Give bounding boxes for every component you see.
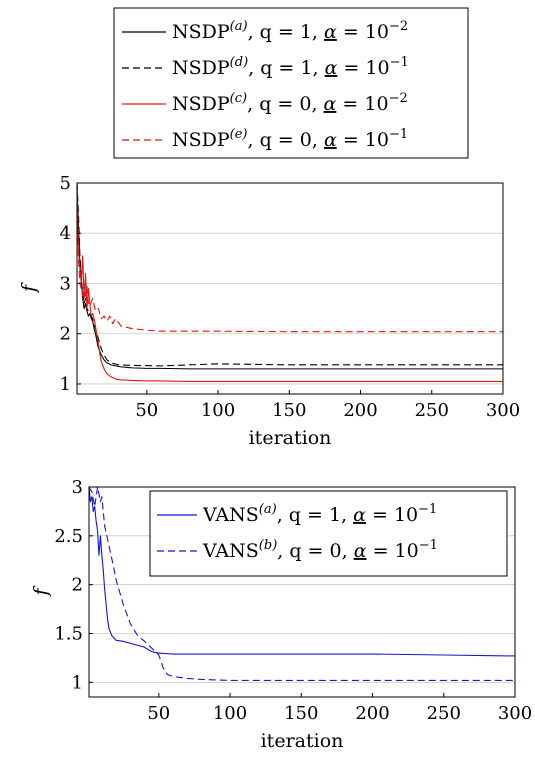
series-group — [76, 182, 503, 382]
legend-sup-part: (b) — [259, 538, 277, 553]
legend-eq-part: = 10 — [337, 57, 389, 79]
plot-frame — [88, 486, 516, 698]
y-axis-label: f — [30, 586, 52, 598]
legend-eq-part: = 10 — [337, 129, 389, 151]
y-tick-label: 1.5 — [54, 624, 83, 645]
legend-base-part: NSDP — [172, 21, 230, 43]
legend-entry: NSDP(e), q = 0, α = 10−1 — [122, 127, 408, 151]
legend-entry: NSDP(c), q = 0, α = 10−2 — [122, 91, 408, 115]
legend-label: NSDP(c), q = 0, α = 10−2 — [172, 91, 408, 115]
y-tick-label: 2.5 — [54, 526, 83, 547]
legend-exp-part: −2 — [389, 19, 408, 34]
chart-nsdp: 1 2 3 4 5 50 100 150 200 250 300 iteration f — [18, 173, 520, 449]
x-tick-label: 150 — [284, 703, 318, 724]
legend-label: NSDP(e), q = 0, α = 10−1 — [172, 127, 408, 151]
legend-sup-part: (c) — [230, 91, 247, 106]
legend-label: VANS(a), q = 1, α = 10−1 — [202, 502, 437, 526]
legend-alpha-part: α — [324, 93, 337, 115]
legend-exp-part: −1 — [419, 538, 438, 553]
series-group — [88, 486, 516, 681]
x-tick-label: 50 — [147, 703, 170, 724]
legend-sup-part: (a) — [230, 19, 248, 34]
legend-entry: VANS(b), q = 0, α = 10−1 — [157, 538, 438, 562]
legend-rest-part: , q = 1, — [248, 21, 324, 43]
legend-alpha-part: α — [325, 57, 338, 79]
legend-eq-part: = 10 — [337, 21, 389, 43]
y-tick-label: 2 — [60, 324, 71, 345]
legend-base-part: NSDP — [172, 93, 230, 115]
legend-sup-part: (a) — [259, 502, 277, 517]
legend-exp-part: −2 — [389, 91, 408, 106]
y-tick-label: 2 — [72, 575, 83, 596]
plot-frame — [76, 182, 504, 395]
x-tick-label: 300 — [498, 703, 532, 724]
y-tick-label: 1 — [60, 374, 71, 395]
x-axis-label: iteration — [249, 427, 332, 449]
series-line — [88, 486, 515, 681]
legend-alpha-part: α — [324, 129, 337, 151]
legend-eq-part: = 10 — [367, 540, 419, 562]
tick-labels: 1 2 3 4 5 50 100 150 200 250 300 — [60, 173, 521, 421]
series-line — [76, 182, 503, 382]
x-tick-label: 200 — [343, 400, 377, 421]
x-tick-label: 250 — [415, 400, 449, 421]
x-tick-label: 250 — [427, 703, 461, 724]
series-line — [88, 486, 516, 657]
x-tick-label: 50 — [135, 400, 158, 421]
legend-alpha-part: α — [353, 504, 366, 526]
legend-exp-part: −1 — [418, 502, 437, 517]
x-axis-label: iteration — [261, 730, 344, 752]
legend-entry: NSDP(a), q = 1, α = 10−2 — [122, 19, 408, 43]
legend-entry: VANS(a), q = 1, α = 10−1 — [157, 502, 437, 526]
legend-rest-part: , q = 0, — [248, 129, 324, 151]
legend-label: NSDP(a), q = 1, α = 10−2 — [172, 19, 408, 43]
y-tick-label: 3 — [60, 273, 71, 294]
legend-base-part: NSDP — [172, 129, 230, 151]
legend-rest-part: , q = 0, — [247, 93, 323, 115]
legend-label: VANS(b), q = 0, α = 10−1 — [202, 538, 438, 562]
legend-rest-part: , q = 1, — [248, 57, 324, 79]
x-tick-label: 100 — [201, 400, 235, 421]
x-tick-label: 300 — [486, 400, 520, 421]
y-tick-label: 3 — [72, 477, 83, 498]
x-tick-label: 100 — [213, 703, 247, 724]
series-line — [76, 187, 503, 370]
legend-base-part: VANS — [202, 504, 259, 526]
y-axis-label: f — [18, 282, 40, 294]
legend-sup-part: (e) — [230, 127, 248, 142]
series-line — [76, 182, 503, 367]
grid-lines — [77, 182, 503, 385]
y-tick-label: 5 — [60, 173, 71, 194]
y-tick-label: 1 — [72, 672, 83, 693]
legend-eq-part: = 10 — [336, 93, 388, 115]
legend-alpha-part: α — [354, 540, 367, 562]
legend-entry: NSDP(d), q = 1, α = 10−1 — [122, 55, 409, 79]
legend-exp-part: −1 — [390, 55, 409, 70]
legend-alpha-part: α — [324, 21, 337, 43]
legend-base-part: VANS — [202, 540, 259, 562]
legend-base-part: NSDP — [172, 57, 230, 79]
legend-eq-part: = 10 — [366, 504, 418, 526]
tick-labels: 1 1.5 2 2.5 3 50 100 150 200 250 300 — [54, 477, 532, 724]
legend-rest-part: , q = 0, — [277, 540, 353, 562]
x-tick-label: 150 — [272, 400, 306, 421]
x-tick-label: 200 — [355, 703, 389, 724]
legend-rest-part: , q = 1, — [277, 504, 353, 526]
legend-label: NSDP(d), q = 1, α = 10−1 — [172, 55, 409, 79]
series-line — [76, 182, 503, 333]
legend-box — [149, 490, 508, 577]
y-tick-label: 4 — [60, 223, 71, 244]
legend-exp-part: −1 — [389, 127, 408, 142]
legend-box — [113, 7, 469, 159]
legend-sup-part: (d) — [230, 55, 248, 70]
